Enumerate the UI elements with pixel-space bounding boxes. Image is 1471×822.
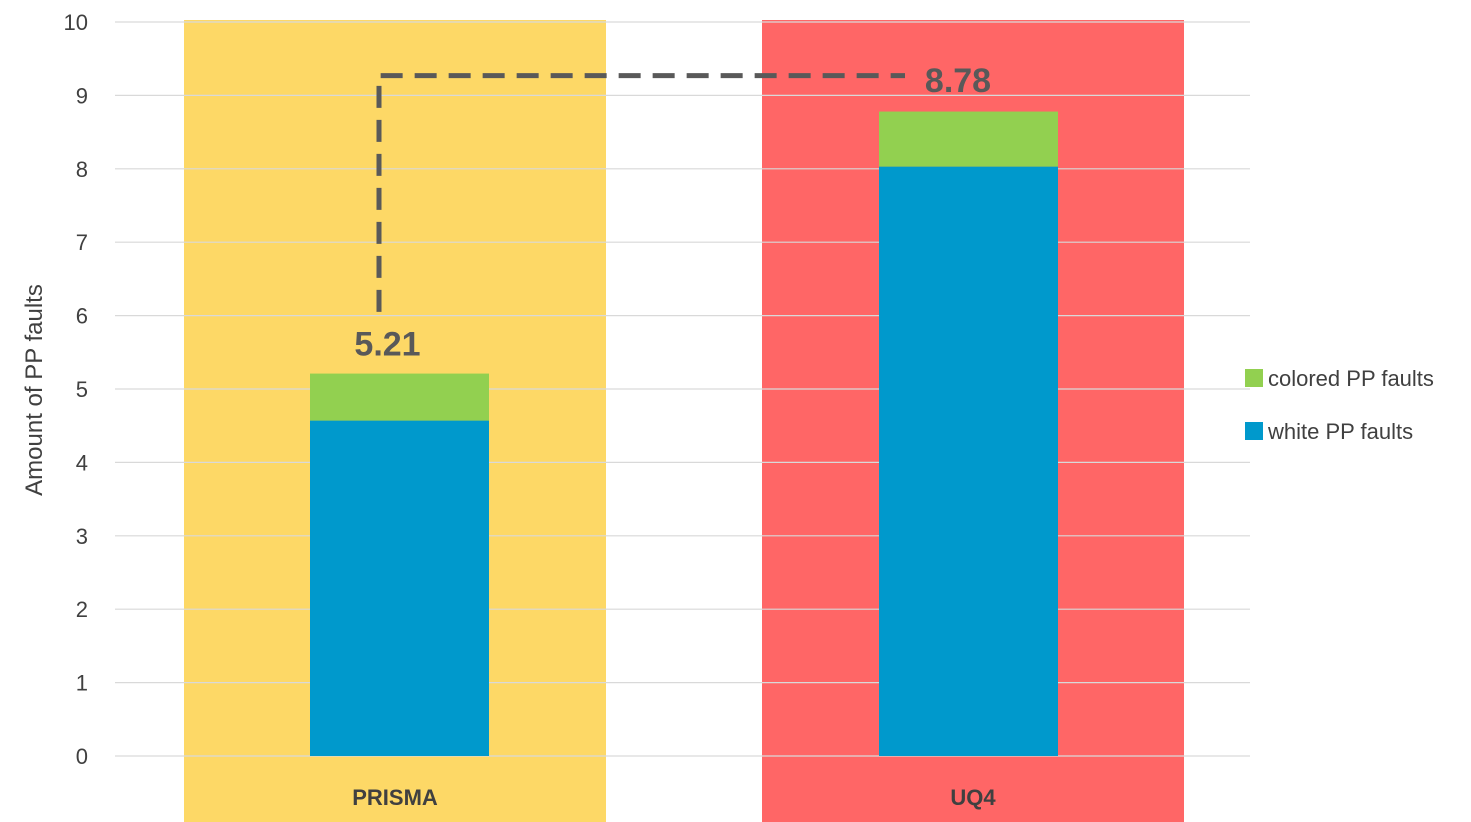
total-difference-connector (376, 73, 905, 312)
y-axis-ticks: 0 1 2 3 4 5 6 7 8 9 10 (64, 10, 88, 769)
legend-swatch-white-pp-faults (1245, 422, 1263, 440)
y-axis-label: Amount of PP faults (21, 284, 48, 496)
total-label-uq4: 8.78 (925, 62, 991, 100)
total-label-prisma: 5.21 (354, 326, 420, 364)
bar-uq4-colored-pp-faults (879, 111, 1058, 167)
category-label-uq4: UQ4 (950, 785, 996, 810)
bar-prisma-white-pp-faults (310, 420, 489, 756)
bar-uq4-white-pp-faults (879, 166, 1058, 756)
legend-label-white-pp-faults: white PP faults (1267, 419, 1413, 444)
y-tick-label-7: 7 (76, 230, 88, 255)
y-tick-label-0: 0 (76, 744, 88, 769)
bar-prisma-colored-pp-faults (310, 373, 489, 421)
y-tick-label-10: 10 (64, 10, 88, 35)
bars (310, 111, 1058, 756)
total-connector-line (376, 73, 905, 312)
y-tick-label-9: 9 (76, 83, 88, 108)
legend-swatch-colored-pp-faults (1245, 369, 1263, 387)
y-tick-label-2: 2 (76, 597, 88, 622)
y-tick-label-5: 5 (76, 377, 88, 402)
y-tick-label-8: 8 (76, 157, 88, 182)
legend-label-colored-pp-faults: colored PP faults (1268, 366, 1434, 391)
y-tick-label-4: 4 (76, 450, 88, 475)
total-labels: 5.21 8.78 (354, 62, 991, 364)
y-tick-label-3: 3 (76, 524, 88, 549)
y-tick-label-6: 6 (76, 304, 88, 329)
category-label-prisma: PRISMA (352, 785, 438, 810)
gridlines (115, 21, 1250, 757)
y-tick-label-1: 1 (76, 671, 88, 696)
legend: colored PP faults white PP faults (1245, 366, 1434, 444)
x-axis-categories: PRISMA UQ4 (352, 785, 996, 810)
